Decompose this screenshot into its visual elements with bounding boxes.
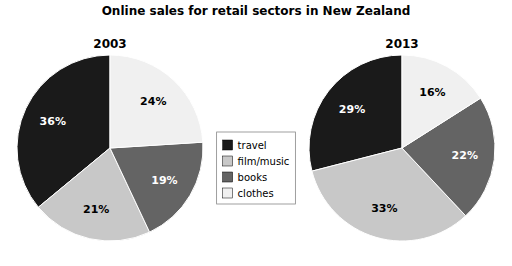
legend-swatch <box>223 140 233 150</box>
slice <box>402 55 481 148</box>
data-label: 19% <box>151 174 177 187</box>
data-label: 24% <box>140 95 166 108</box>
pie-title: 2003 <box>93 37 126 51</box>
legend-label: clothes <box>238 188 274 199</box>
data-labels: 29% 33% 22% 16% <box>339 86 478 215</box>
data-label: 36% <box>40 115 66 128</box>
data-label: 29% <box>339 103 365 116</box>
legend-item: film/music <box>223 156 290 167</box>
data-label: 33% <box>371 202 397 215</box>
data-label: 16% <box>419 86 445 99</box>
legend-swatch <box>223 156 233 166</box>
slice <box>110 142 203 232</box>
legend-label: film/music <box>238 156 290 167</box>
chart: Online sales for retail sectors in New Z… <box>0 0 512 266</box>
pie: 2003 36% 21% 19% 24% <box>17 37 203 241</box>
legend-item: clothes <box>223 188 274 199</box>
slice <box>110 55 203 148</box>
data-labels: 36% 21% 19% 24% <box>40 95 178 216</box>
legend-swatch <box>223 172 233 182</box>
legend-item: travel <box>223 140 267 151</box>
legend-label: books <box>238 172 268 183</box>
slices <box>17 55 203 241</box>
pie: 2013 29% 33% 22% 16% <box>309 37 495 241</box>
pie-title: 2013 <box>385 37 418 51</box>
data-label: 22% <box>452 149 478 162</box>
slices <box>309 55 495 241</box>
data-label: 21% <box>83 203 109 216</box>
legend-label: travel <box>238 140 267 151</box>
legend-swatch <box>223 188 233 198</box>
legend-frame <box>217 132 296 204</box>
legend-item: books <box>223 172 268 183</box>
legend: travel film/music books clothes <box>217 132 296 204</box>
title: Online sales for retail sectors in New Z… <box>102 4 411 18</box>
